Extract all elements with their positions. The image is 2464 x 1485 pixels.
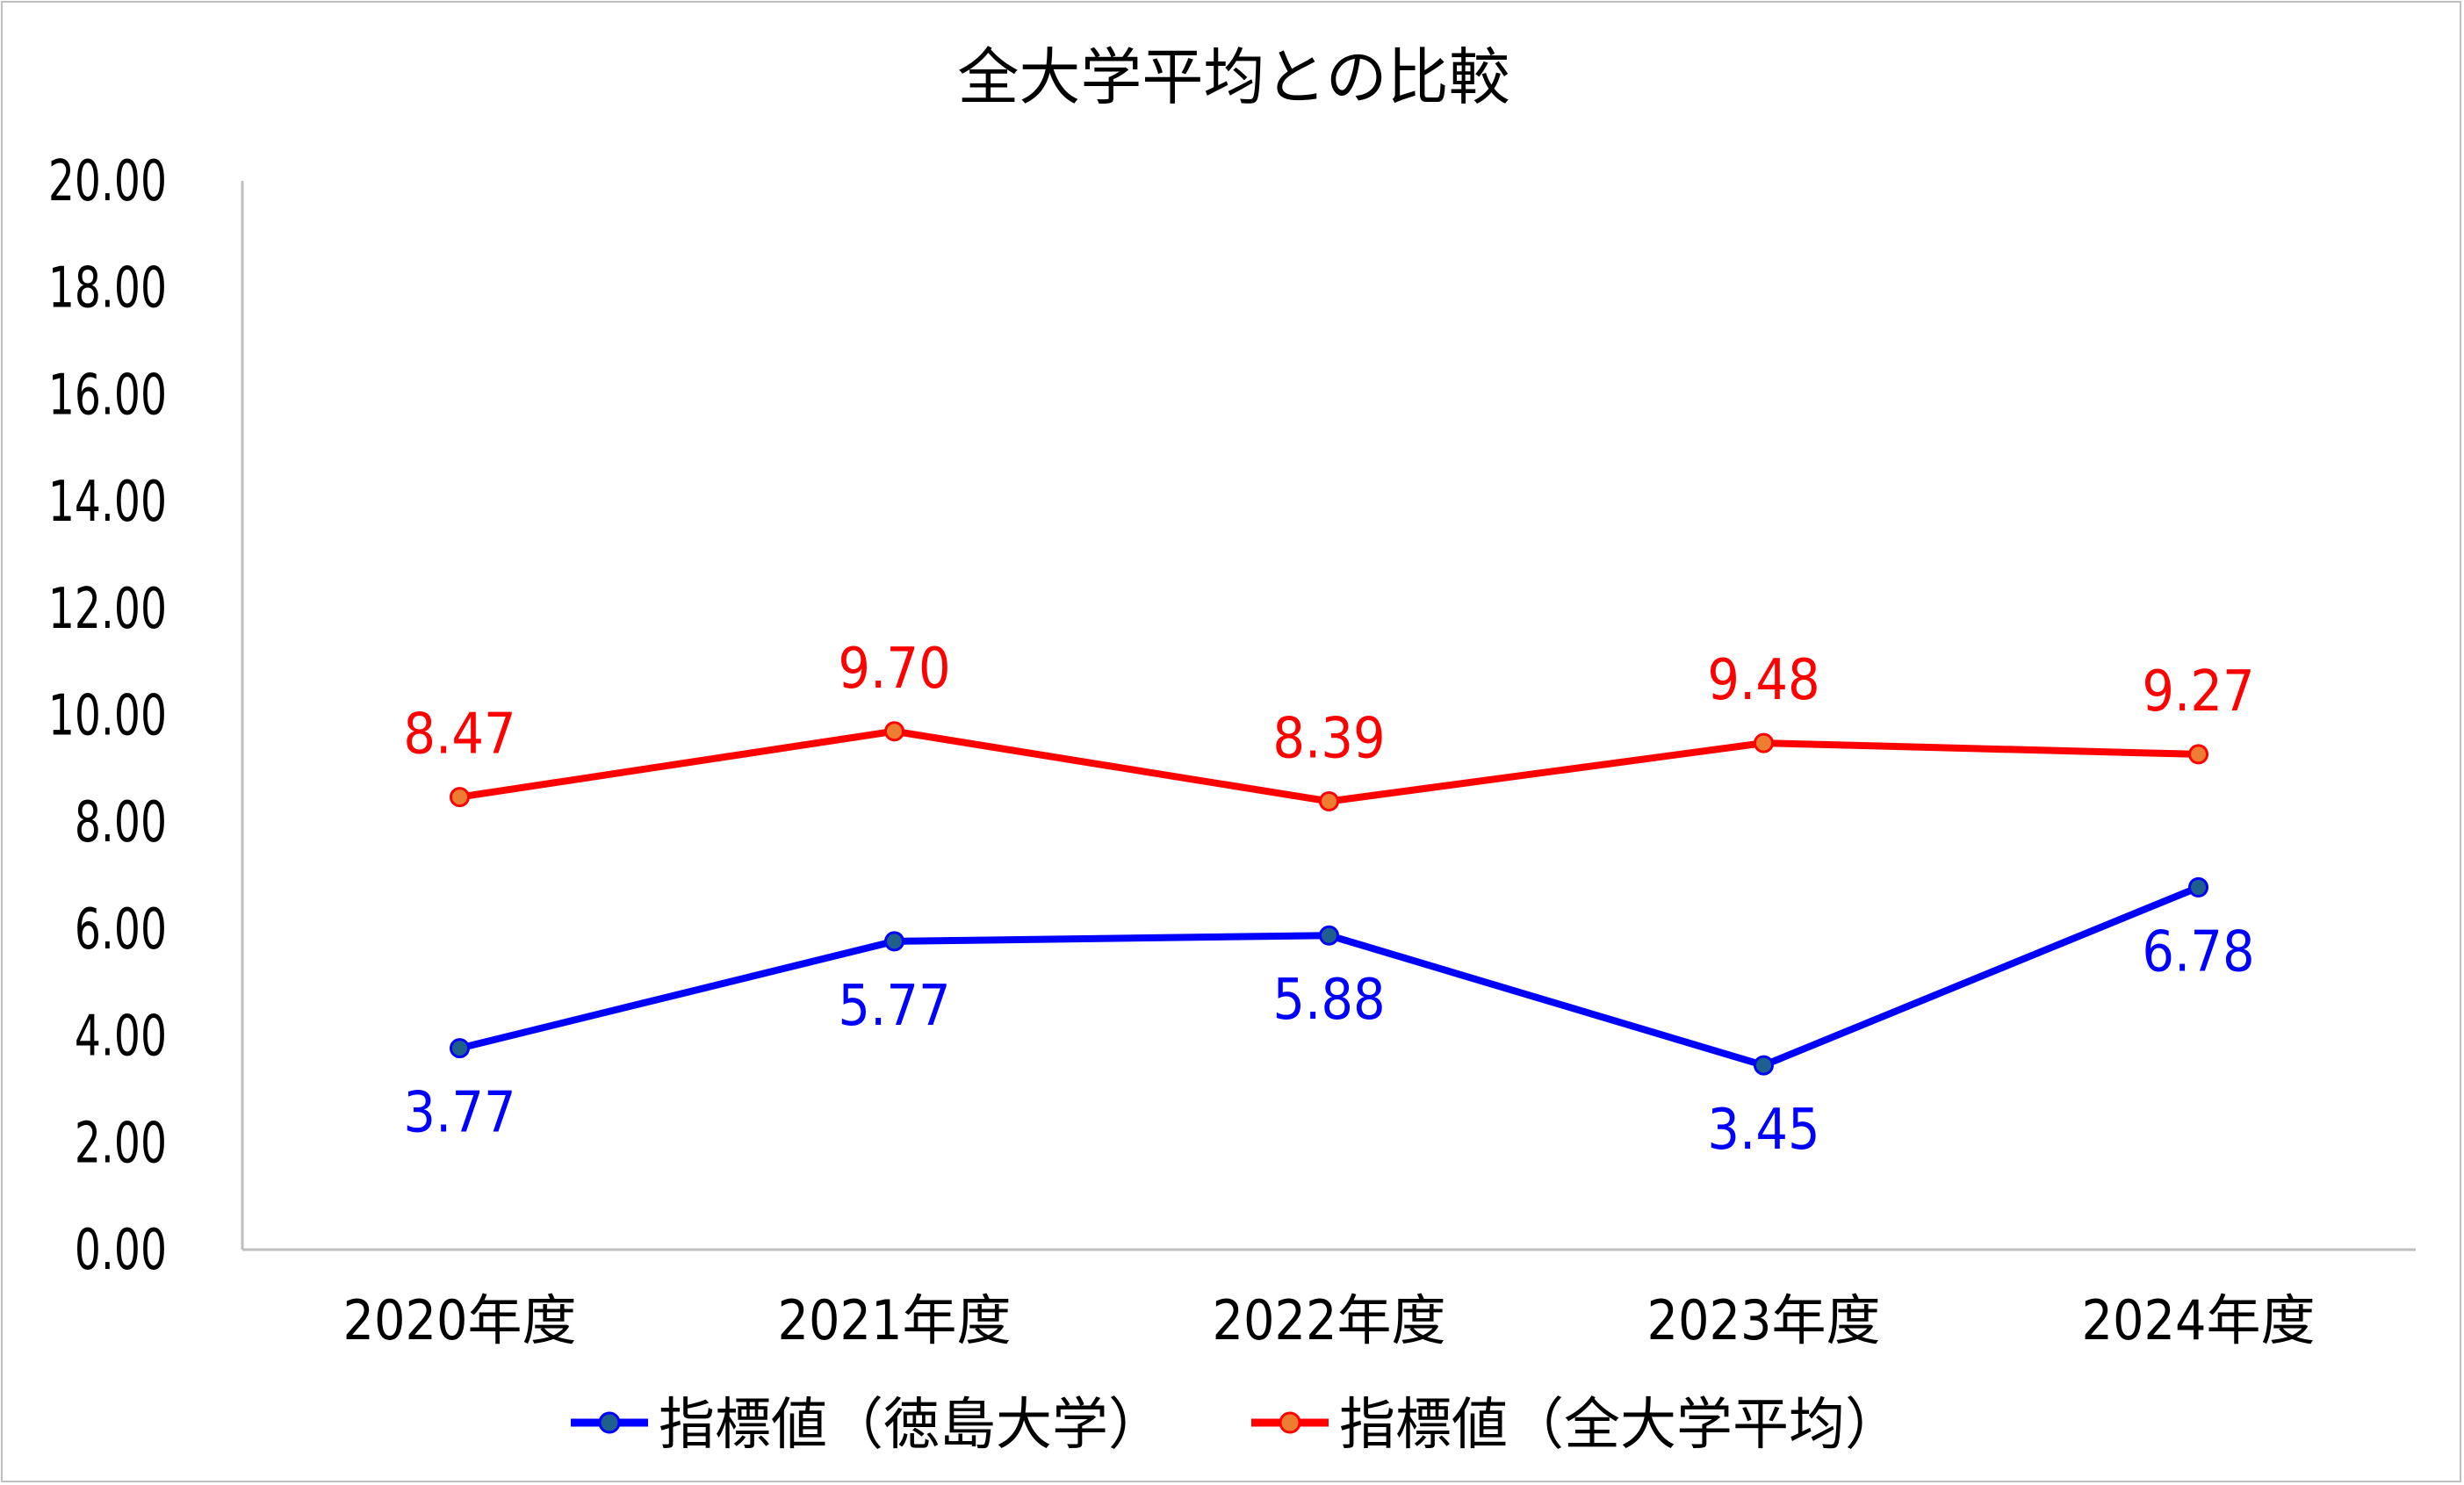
y-tick-label: 16.00 [48,362,167,427]
legend: 指標値（徳島大学） 指標値（全大学平均） [571,1393,1901,1458]
series-1: 8.47 9.70 8.39 9.48 9.27 [403,637,2255,811]
data-label: 9.27 [2142,660,2254,724]
series-0: 3.77 5.77 5.88 3.45 6.78 [403,876,2255,1163]
data-label: 9.48 [1707,648,1819,713]
x-tick-label: 2023年度 [1647,1288,1881,1352]
data-point [1319,790,1339,811]
y-tick-label: 20.00 [48,148,167,213]
chart-title: 全大学平均との比較 [957,41,1509,113]
y-tick-label: 2.00 [75,1110,167,1175]
y-tick-label: 12.00 [48,576,167,641]
y-tick-label: 18.00 [48,256,167,321]
data-point [884,721,904,742]
x-tick-label: 2024年度 [2082,1288,2316,1352]
legend-item-0: 指標値（徳島大学） [571,1393,1164,1458]
x-tick-label: 2020年度 [343,1288,577,1352]
data-label: 8.39 [1272,706,1385,771]
y-tick-label: 14.00 [48,469,167,534]
series-group: 3.77 5.77 5.88 3.45 6.78 8.47 9.70 8.39 9.48 9.27 [403,637,2254,1163]
data-point [2188,744,2208,765]
legend-marker-swatch [598,1411,621,1434]
data-point [450,787,470,808]
data-label: 3.45 [1707,1098,1819,1163]
data-label: 5.88 [1272,968,1385,1033]
y-tick-label: 6.00 [75,897,167,962]
y-tick-label: 0.00 [75,1217,167,1282]
y-tick-label: 8.00 [75,789,167,854]
y-tick-label: 4.00 [75,1004,167,1069]
data-point [2188,876,2208,897]
x-axis: 2020年度 2021年度 2022年度 2023年度 2024年度 [242,1248,2416,1352]
legend-marker-swatch [1279,1411,1301,1434]
legend-label: 指標値（徳島大学） [659,1393,1164,1458]
x-tick-label: 2022年度 [1213,1288,1446,1352]
data-label: 9.70 [838,637,950,702]
data-label: 3.77 [403,1081,515,1146]
data-label: 5.77 [838,974,950,1039]
x-tick-label: 2021年度 [778,1288,1012,1352]
y-axis: 0.00 2.00 4.00 6.00 8.00 10.00 12.00 14.00 16.00… [48,148,244,1282]
data-point [450,1038,470,1059]
data-label: 6.78 [2142,919,2254,984]
legend-label: 指標値（全大学平均） [1339,1393,1901,1458]
data-point [1319,925,1339,946]
y-tick-label: 10.00 [48,682,167,747]
data-label: 8.47 [403,703,515,768]
data-point [1754,732,1774,753]
data-point [884,931,904,952]
legend-item-1: 指標値（全大学平均） [1251,1393,1901,1458]
data-point [1754,1055,1774,1076]
